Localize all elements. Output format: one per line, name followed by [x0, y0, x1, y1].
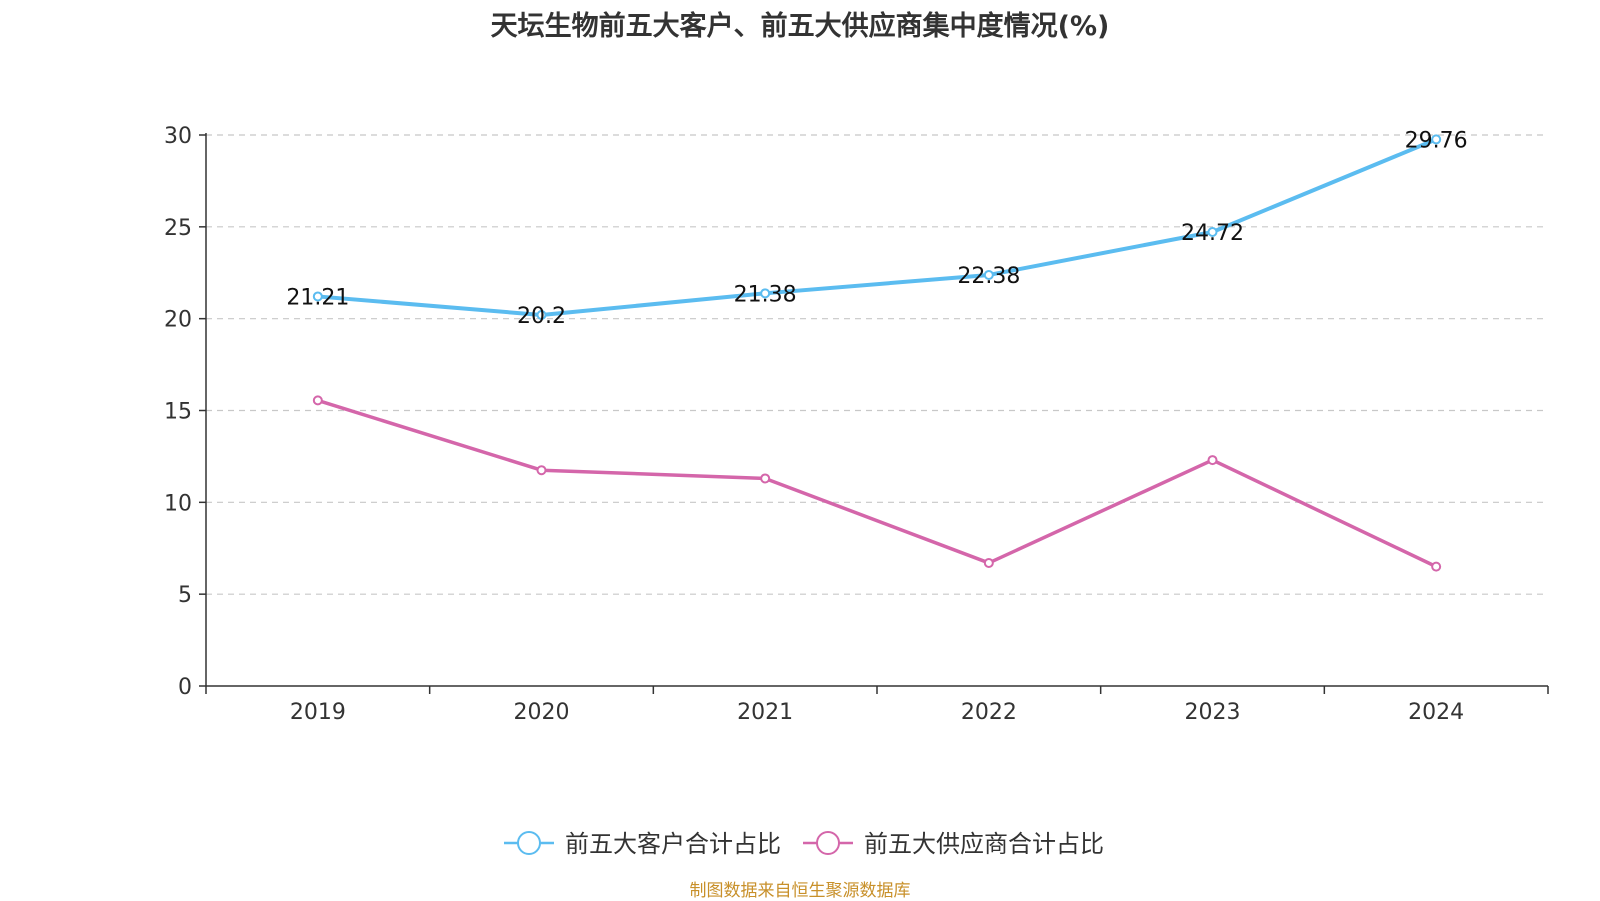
chart-title: 天坛生物前五大客户、前五大供应商集中度情况(%)	[490, 11, 1110, 42]
legend-label: 前五大供应商合计占比	[864, 830, 1104, 858]
x-tick-label: 2023	[1185, 700, 1241, 725]
data-point[interactable]	[983, 557, 994, 568]
legend-label: 前五大客户合计占比	[565, 830, 781, 858]
data-point[interactable]	[1431, 134, 1442, 145]
data-point[interactable]	[536, 309, 547, 320]
data-point[interactable]	[1431, 561, 1442, 572]
data-point[interactable]	[312, 395, 323, 406]
legend-marker	[816, 831, 840, 855]
x-tick-label: 2020	[514, 700, 570, 725]
x-tick-label: 2021	[737, 700, 793, 725]
legend-item-2[interactable]: 前五大供应商合计占比	[803, 830, 1104, 858]
legend-item-1[interactable]: 前五大客户合计占比	[504, 830, 781, 858]
y-tick-label: 25	[164, 216, 192, 241]
data-label: 22.38	[957, 264, 1020, 289]
axes: 0 5 10 15 20 25 30 2019 2020 2021 2022 2023 2024	[164, 124, 1549, 725]
y-tick-label: 30	[164, 124, 192, 149]
grid-lines	[206, 134, 1548, 595]
y-tick-label: 15	[164, 400, 192, 425]
x-tick-label: 2019	[290, 700, 346, 725]
data-point[interactable]	[760, 288, 771, 299]
data-label: 21.21	[286, 285, 349, 310]
data-labels: 21.21 20.2 21.38 22.38 24.72 29.76	[286, 128, 1467, 329]
data-point[interactable]	[536, 465, 547, 476]
data-label: 24.72	[1181, 221, 1244, 246]
series-line-2	[317, 398, 1437, 569]
source-note: 制图数据来自恒生聚源数据库	[689, 881, 911, 901]
y-tick-label: 20	[164, 308, 192, 333]
legend-marker	[517, 831, 541, 855]
data-point[interactable]	[983, 269, 994, 280]
data-point[interactable]	[1207, 226, 1218, 237]
y-tick-label: 0	[178, 675, 192, 700]
series	[312, 134, 1442, 572]
series-line-1	[317, 137, 1437, 317]
data-point[interactable]	[760, 473, 771, 484]
x-tick-label: 2022	[961, 700, 1017, 725]
y-tick-label: 5	[178, 583, 192, 608]
legend[interactable]: 前五大客户合计占比 前五大供应商合计占比	[504, 830, 1104, 858]
data-label: 21.38	[734, 282, 797, 307]
data-label: 20.2	[517, 304, 566, 329]
y-tick-label: 10	[164, 491, 192, 516]
data-label: 29.76	[1405, 128, 1468, 153]
x-tick-label: 2024	[1408, 700, 1464, 725]
data-point[interactable]	[312, 291, 323, 302]
data-point[interactable]	[1207, 455, 1218, 466]
